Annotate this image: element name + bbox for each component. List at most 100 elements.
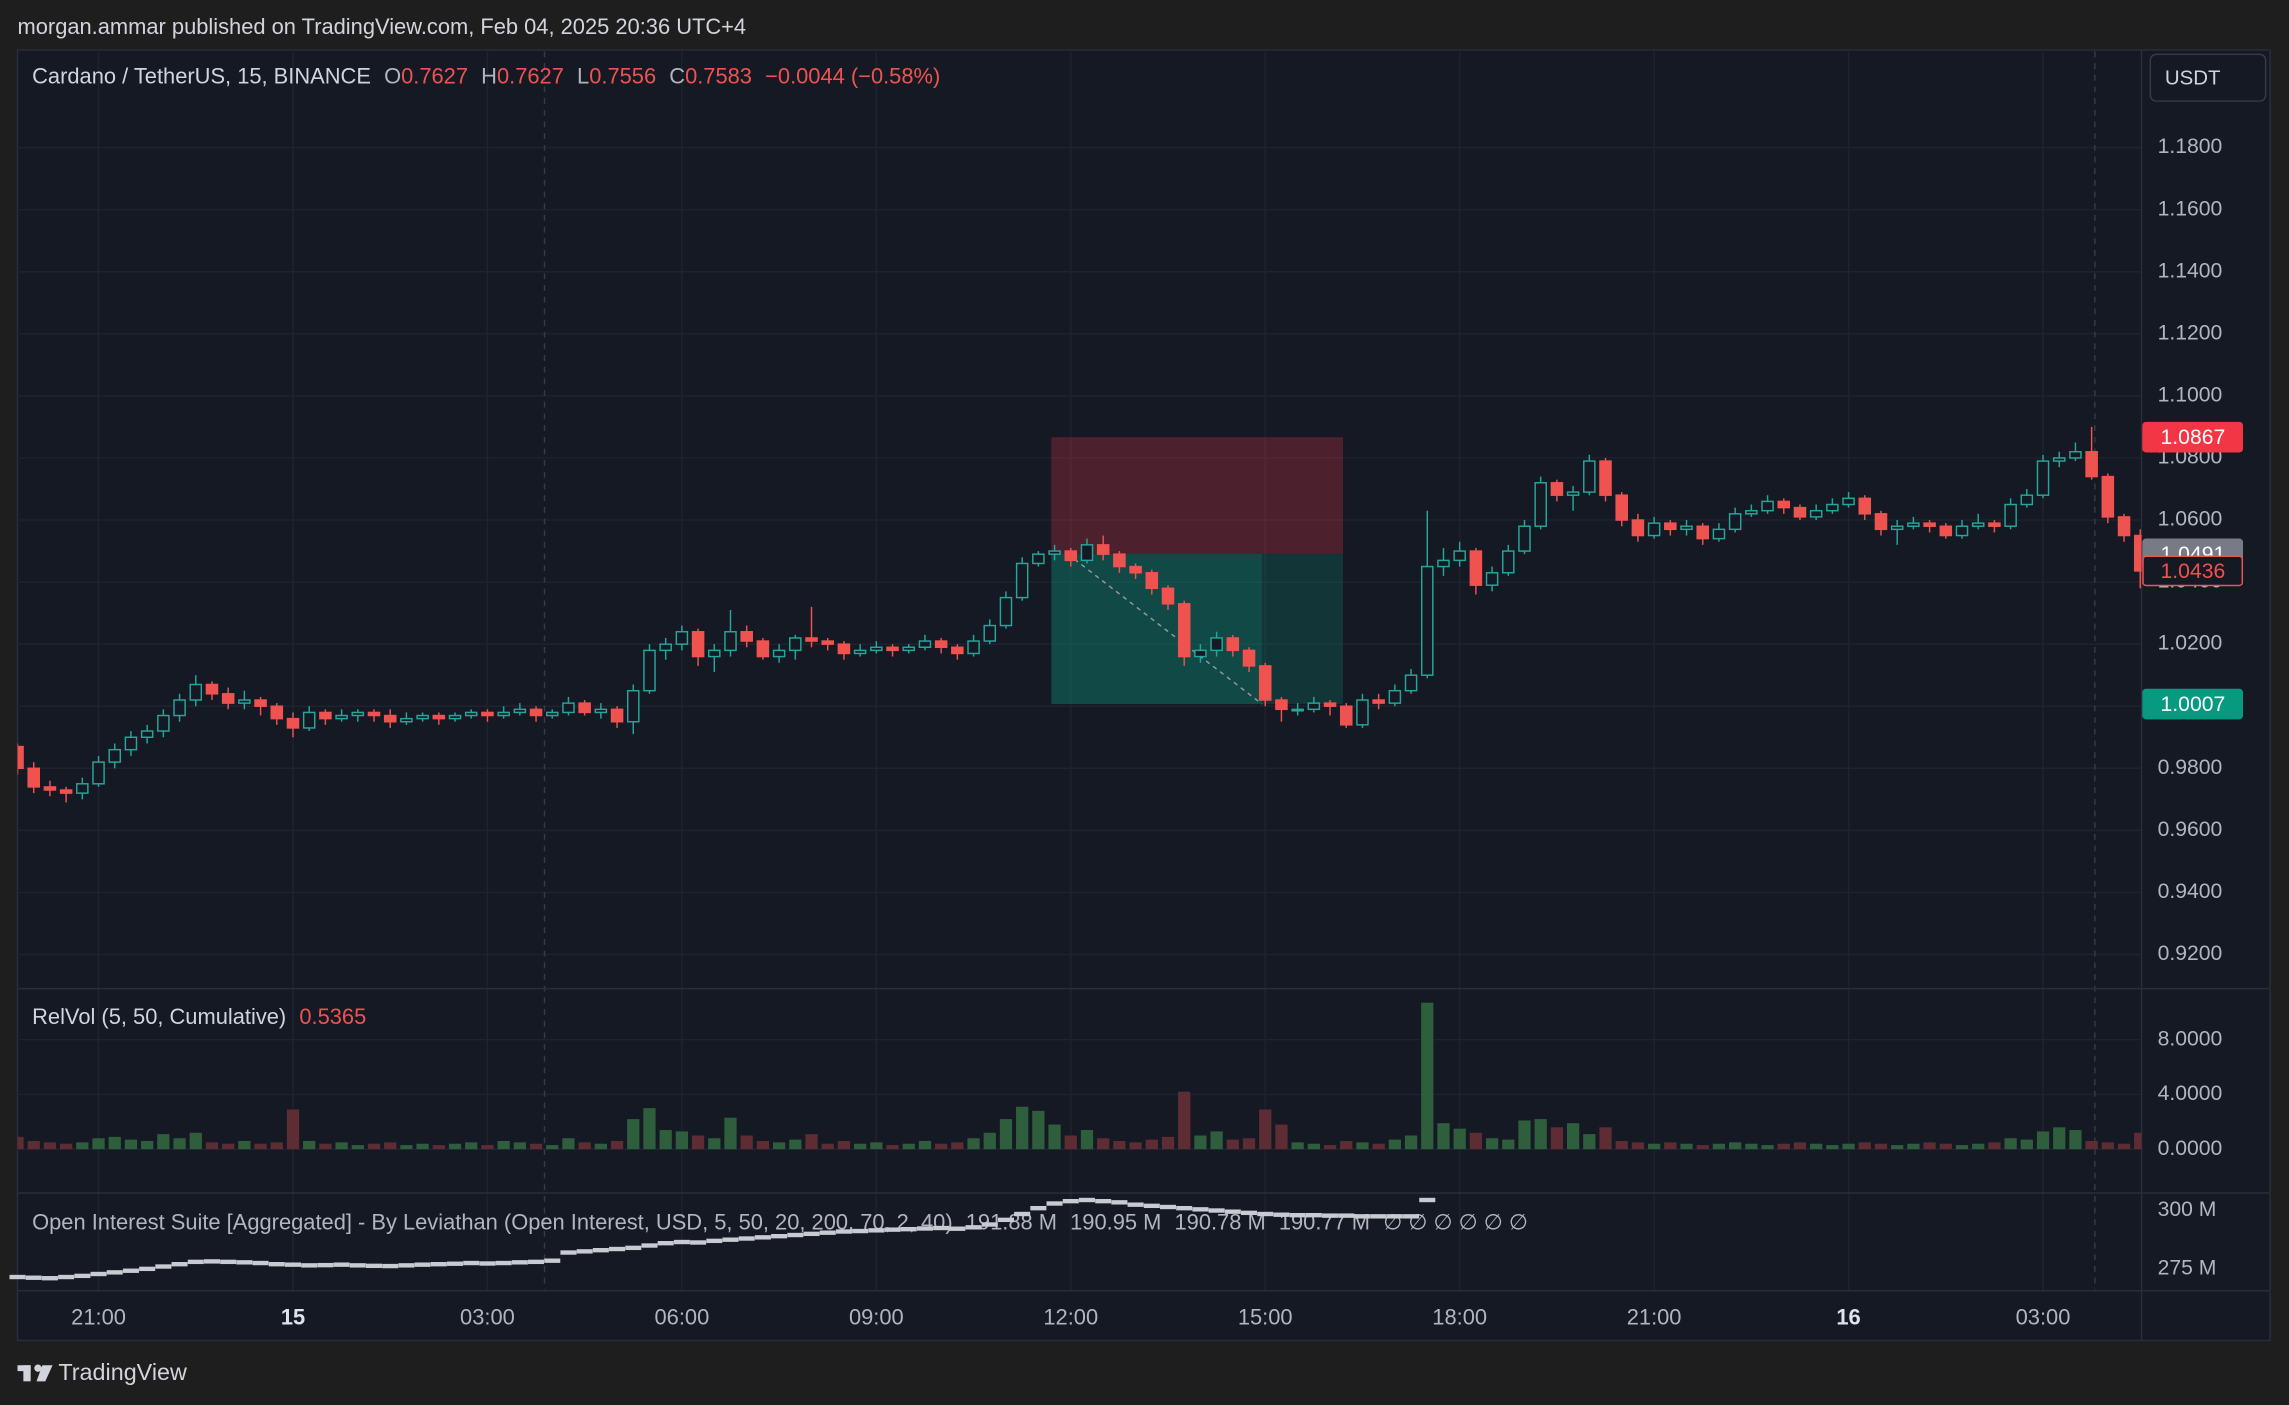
oi-step [852, 1228, 869, 1234]
candle-body [967, 640, 980, 655]
candle-body [821, 640, 834, 645]
candle-body [1745, 509, 1758, 515]
candle-body [886, 646, 899, 652]
relvol-bar [2053, 1127, 2066, 1150]
candle-body [708, 649, 721, 658]
candle-body [1761, 500, 1774, 512]
candle-body [1145, 572, 1159, 590]
candle-body [2004, 503, 2017, 527]
relvol-bar [675, 1131, 689, 1150]
candle-body [1032, 553, 1045, 565]
x-tick-label: 16 [1836, 1304, 1860, 1329]
relvol-bar [1453, 1128, 1466, 1150]
relvol-bar [1583, 1134, 1596, 1150]
candle-body [124, 736, 138, 751]
relvol-bar [837, 1140, 851, 1150]
candle-body [1712, 528, 1726, 540]
relvol-bar [594, 1143, 607, 1150]
y-tick-label: 0.0000 [2158, 1137, 2223, 1160]
oi-step [252, 1260, 269, 1266]
relvol-bar [1372, 1143, 1385, 1150]
oi-step [171, 1262, 188, 1267]
candle-body [2117, 516, 2131, 537]
relvol-bar [967, 1138, 980, 1150]
candle-body [400, 717, 413, 723]
candle-body [675, 631, 689, 645]
oi-step [511, 1260, 528, 1265]
candle-body [1096, 544, 1110, 555]
candle-body [1615, 494, 1628, 521]
relvol-bar [189, 1132, 202, 1150]
candle-body [464, 711, 478, 717]
relvol-bar [335, 1142, 348, 1150]
relvol-bar [1340, 1140, 1353, 1150]
oi-step [1370, 1214, 1387, 1219]
logo-part [36, 1365, 53, 1382]
relvol-bar [1972, 1143, 1985, 1150]
relvol-bar [513, 1142, 526, 1150]
oi-step [1322, 1213, 1339, 1218]
oi-step [933, 1225, 950, 1231]
oi-step [787, 1232, 804, 1238]
relvol-bar [17, 1136, 24, 1150]
oi-step [900, 1226, 917, 1232]
ohlc-key: C [669, 63, 685, 88]
candle-body [1080, 544, 1094, 562]
candle-body [789, 637, 802, 652]
candle-body [189, 683, 203, 701]
candle-body [76, 783, 89, 794]
candle-body [1048, 550, 1061, 555]
change: −0.0044 (−0.58%) [765, 63, 940, 88]
oi-step [1338, 1213, 1355, 1218]
candle-body [1485, 572, 1499, 586]
x-tick-label: 15:00 [1238, 1304, 1293, 1329]
relvol-bar [1826, 1145, 1839, 1150]
oi-step [495, 1260, 512, 1266]
candle-body [221, 693, 235, 704]
candle-body [92, 761, 105, 785]
candle-body [1420, 565, 1434, 676]
relvol-bar [1988, 1142, 2001, 1150]
ohlc-key: H [481, 63, 497, 88]
candle-body [108, 748, 122, 763]
candle-body [1161, 587, 1175, 605]
grid [17, 51, 2142, 1291]
relvol-bar [1939, 1143, 1952, 1150]
y-tick-label: 0.9200 [2158, 942, 2223, 965]
relvol-bar [432, 1145, 445, 1150]
relvol-bar [497, 1140, 510, 1150]
x-tick-label: 21:00 [71, 1304, 126, 1329]
relvol-bar [1891, 1145, 1904, 1150]
oi-step [1159, 1204, 1177, 1210]
candle-body [1210, 637, 1223, 652]
oi-step [382, 1263, 399, 1269]
relvol-bar [59, 1143, 73, 1150]
candle-body [1226, 637, 1240, 652]
oi-step [1111, 1200, 1128, 1205]
y-tick-label: 4.0000 [2158, 1082, 2223, 1105]
candle-body [416, 714, 429, 720]
relvol-bar [805, 1134, 818, 1150]
candle-body [1404, 674, 1418, 692]
symbol-legend: Cardano / TetherUS, 15, BINANCE O0.7627 H0… [32, 63, 940, 88]
candle-body [772, 649, 786, 658]
candle-body [383, 714, 397, 723]
candle-body [335, 714, 348, 720]
relvol-bar [1793, 1142, 1807, 1150]
relvol-bar [935, 1143, 948, 1150]
relvol-bar [1016, 1106, 1029, 1150]
relvol-bar [1647, 1143, 1661, 1150]
oi-step [398, 1263, 415, 1268]
relvol-bar [1680, 1143, 1693, 1150]
relvol-bar [1858, 1142, 1871, 1150]
candle-body [1518, 525, 1531, 552]
candle-body [1566, 491, 1580, 496]
currency-button[interactable] [2149, 53, 2267, 102]
relvol-bar [2085, 1140, 2098, 1150]
candle-body [43, 786, 57, 791]
relvol-bar [1777, 1143, 1790, 1150]
relvol-bar [416, 1143, 429, 1150]
relvol-bar [1874, 1143, 1888, 1150]
relvol-bar [1631, 1142, 1645, 1150]
